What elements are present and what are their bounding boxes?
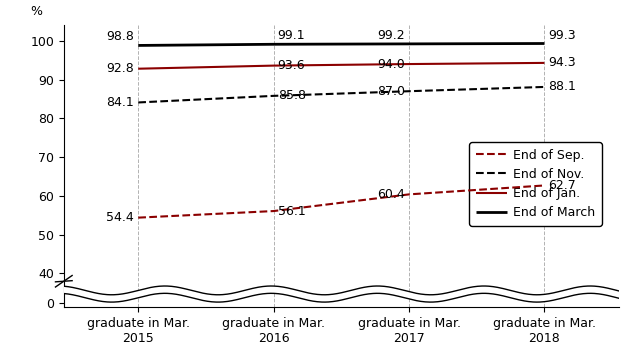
Text: 60.4: 60.4 xyxy=(377,188,405,201)
End of Jan. xyxy=(405,62,413,66)
End of Sep. xyxy=(135,216,142,220)
Line: End of Nov.: End of Nov. xyxy=(138,87,544,103)
End of Sep. xyxy=(540,183,548,188)
End of March xyxy=(405,42,413,46)
Text: 94.0: 94.0 xyxy=(377,57,405,70)
Line: End of Sep.: End of Sep. xyxy=(138,186,544,218)
Text: 56.1: 56.1 xyxy=(278,205,306,218)
Text: 94.3: 94.3 xyxy=(549,56,576,69)
Text: 99.2: 99.2 xyxy=(377,29,405,42)
End of Nov. xyxy=(405,89,413,93)
Text: 54.4: 54.4 xyxy=(107,211,134,224)
End of Sep. xyxy=(270,209,278,213)
Line: End of Jan.: End of Jan. xyxy=(138,63,544,69)
Text: 93.6: 93.6 xyxy=(278,59,306,72)
Text: 62.7: 62.7 xyxy=(549,179,576,192)
End of Jan. xyxy=(135,66,142,71)
Text: 99.1: 99.1 xyxy=(278,29,306,42)
End of Nov. xyxy=(270,94,278,98)
Text: 98.8: 98.8 xyxy=(107,30,134,43)
Text: 84.1: 84.1 xyxy=(107,96,134,109)
Text: %: % xyxy=(31,5,43,18)
End of Nov. xyxy=(135,100,142,105)
Text: 85.8: 85.8 xyxy=(278,90,306,103)
End of Nov. xyxy=(540,85,548,89)
Legend: End of Sep., End of Nov., End of Jan., End of March: End of Sep., End of Nov., End of Jan., E… xyxy=(470,142,602,226)
End of Jan. xyxy=(540,61,548,65)
Text: 87.0: 87.0 xyxy=(377,85,405,98)
Text: 88.1: 88.1 xyxy=(549,81,576,93)
End of Jan. xyxy=(270,64,278,68)
End of March xyxy=(540,41,548,45)
Line: End of March: End of March xyxy=(138,43,544,45)
Polygon shape xyxy=(64,286,619,302)
End of March xyxy=(270,42,278,47)
End of Sep. xyxy=(405,192,413,196)
End of March xyxy=(135,43,142,48)
Text: 92.8: 92.8 xyxy=(107,62,134,75)
Text: 99.3: 99.3 xyxy=(549,29,576,42)
